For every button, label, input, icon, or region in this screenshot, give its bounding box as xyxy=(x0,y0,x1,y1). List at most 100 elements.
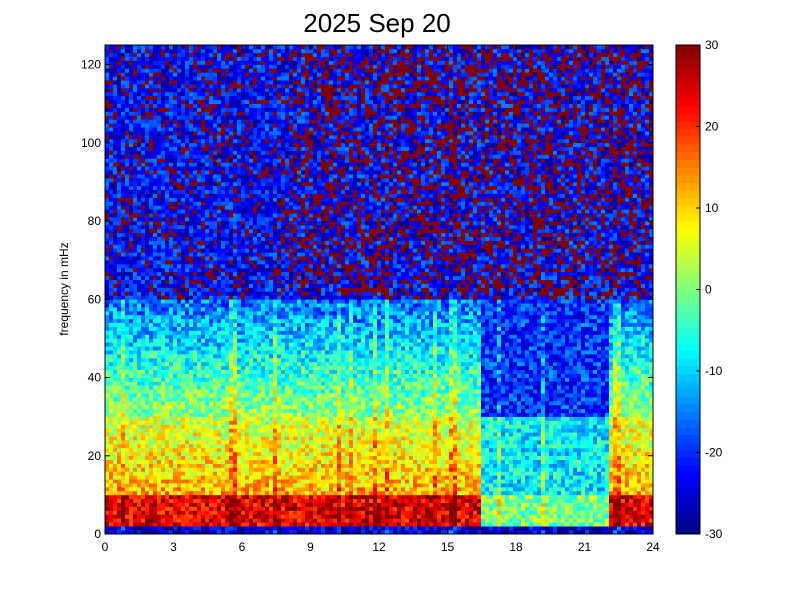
heatmap-cell xyxy=(173,400,178,406)
heatmap-cell xyxy=(133,68,138,73)
heatmap-cell xyxy=(121,142,126,148)
heatmap-cell xyxy=(185,444,190,449)
heatmap-cell xyxy=(261,267,266,273)
heatmap-cell xyxy=(129,76,134,81)
heatmap-cell xyxy=(137,123,142,128)
heatmap-cell xyxy=(221,256,226,261)
heatmap-cell xyxy=(161,334,166,339)
heatmap-cell xyxy=(181,400,186,406)
heatmap-cell xyxy=(153,377,158,382)
heatmap-cell xyxy=(229,232,234,237)
heatmap-cell xyxy=(261,178,266,183)
heatmap-cell xyxy=(121,357,126,363)
heatmap-cell xyxy=(149,350,154,355)
heatmap-cell xyxy=(125,444,130,449)
heatmap-cell xyxy=(109,138,114,144)
heatmap-cell xyxy=(173,381,178,386)
heatmap-cell xyxy=(161,377,166,382)
heatmap-cell xyxy=(197,146,202,151)
heatmap-cell xyxy=(217,150,222,155)
heatmap-cell xyxy=(257,342,262,347)
heatmap-cell xyxy=(221,154,226,159)
heatmap-cell xyxy=(233,213,238,218)
heatmap-cell xyxy=(201,522,206,527)
heatmap-cell xyxy=(185,408,190,414)
heatmap-cell xyxy=(217,111,222,116)
heatmap-cell xyxy=(201,393,206,398)
heatmap-cell xyxy=(185,506,190,511)
heatmap-cell xyxy=(217,412,222,417)
heatmap-cell xyxy=(193,91,198,97)
heatmap-cell xyxy=(225,455,230,460)
heatmap-cell xyxy=(225,88,230,93)
heatmap-cell xyxy=(165,506,170,511)
heatmap-cell xyxy=(153,142,158,148)
heatmap-cell xyxy=(125,178,130,183)
heatmap-cell xyxy=(149,487,154,492)
heatmap-cell xyxy=(193,330,198,335)
heatmap-cell xyxy=(173,463,178,468)
heatmap-cell xyxy=(133,224,138,230)
heatmap-cell xyxy=(173,209,178,214)
heatmap-cell xyxy=(125,232,130,237)
heatmap-cell xyxy=(149,154,154,159)
heatmap-cell xyxy=(197,369,202,374)
heatmap-cell xyxy=(221,526,226,531)
heatmap-cell xyxy=(197,463,202,468)
heatmap-cell xyxy=(125,330,130,335)
heatmap-cell xyxy=(149,400,154,406)
heatmap-cell xyxy=(165,52,170,58)
heatmap-cell xyxy=(117,369,122,374)
heatmap-cell xyxy=(233,404,238,410)
heatmap-cell xyxy=(121,267,126,273)
heatmap-cell xyxy=(109,526,114,531)
heatmap-cell xyxy=(189,189,194,194)
heatmap-cell xyxy=(145,369,150,374)
heatmap-cell xyxy=(197,350,202,355)
heatmap-cell xyxy=(149,354,154,359)
heatmap-cell xyxy=(249,436,254,441)
heatmap-cell xyxy=(173,158,178,163)
heatmap-cell xyxy=(173,479,178,484)
heatmap-cell xyxy=(105,103,110,108)
heatmap-cell xyxy=(245,299,250,304)
heatmap-cell xyxy=(105,271,110,277)
heatmap-cell xyxy=(181,483,186,488)
heatmap-cell xyxy=(189,68,194,73)
heatmap-cell xyxy=(157,64,162,69)
heatmap-cell xyxy=(261,455,266,460)
heatmap-cell xyxy=(109,408,114,414)
heatmap-cell xyxy=(209,248,214,253)
heatmap-cell xyxy=(141,381,146,386)
heatmap-cell xyxy=(241,170,246,175)
heatmap-cell xyxy=(261,295,266,300)
heatmap-cell xyxy=(201,318,206,324)
heatmap-cell xyxy=(169,526,174,531)
heatmap-cell xyxy=(133,369,138,374)
heatmap-cell xyxy=(137,64,142,69)
heatmap-cell xyxy=(181,326,186,331)
heatmap-cell xyxy=(249,80,254,85)
heatmap-cell xyxy=(189,267,194,273)
heatmap-cell xyxy=(181,467,186,472)
heatmap-cell xyxy=(217,338,222,343)
heatmap-cell xyxy=(233,526,238,531)
heatmap-cell xyxy=(137,518,142,523)
heatmap-cell xyxy=(153,80,158,85)
heatmap-cell xyxy=(245,158,250,163)
heatmap-cell xyxy=(181,95,186,101)
heatmap-cell xyxy=(241,455,246,460)
heatmap-cell xyxy=(153,361,158,367)
heatmap-cell xyxy=(213,287,218,292)
heatmap-cell xyxy=(181,138,186,144)
heatmap-cell xyxy=(177,295,182,300)
heatmap-cell xyxy=(169,338,174,343)
heatmap-cell xyxy=(137,185,142,191)
heatmap-cell xyxy=(213,381,218,386)
heatmap-cell xyxy=(193,45,198,50)
heatmap-cell xyxy=(257,162,262,167)
heatmap-cell xyxy=(261,365,266,370)
heatmap-cell xyxy=(113,158,118,163)
heatmap-cell xyxy=(109,295,114,300)
heatmap-cell xyxy=(169,424,174,429)
